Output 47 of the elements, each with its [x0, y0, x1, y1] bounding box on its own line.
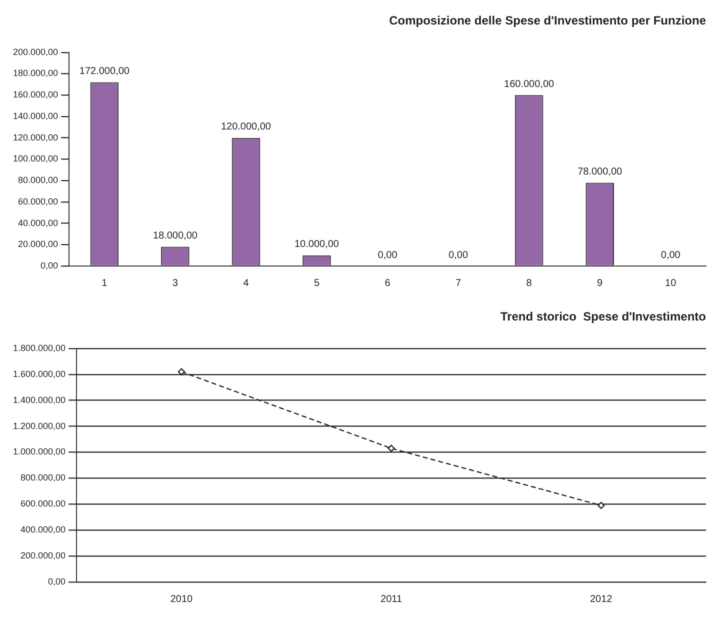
y-tick-label: 60.000,00: [18, 196, 58, 206]
y-tick-label: 400.000,00: [20, 524, 66, 535]
x-tick-label: 7: [456, 278, 462, 289]
data-label: 160.000,00: [504, 78, 555, 90]
x-tick-label: 4: [243, 278, 250, 289]
y-tick-label: 0,00: [40, 260, 58, 270]
x-tick-label: 8: [526, 278, 532, 289]
y-tick-label: 80.000,00: [18, 175, 58, 186]
y-tick-label: 160.000,00: [12, 90, 58, 100]
x-tick-label: 5: [314, 278, 320, 289]
y-tick-label: 1.400.000,00: [12, 394, 66, 405]
y-tick-label: 20.000,00: [18, 239, 58, 250]
y-tick-label: 0,00: [48, 576, 66, 586]
y-tick-label: 1.600.000,00: [12, 368, 66, 379]
y-tick-label: 600.000,00: [20, 498, 66, 509]
x-tick-label: 10: [665, 278, 677, 289]
data-label: 10.000,00: [294, 239, 340, 250]
y-tick-label: 800.000,00: [20, 472, 66, 483]
point: [597, 502, 605, 510]
x-tick-label: 2012: [590, 594, 613, 605]
data-label: 172.000,00: [79, 66, 130, 78]
y-tick-label: 100.000,00: [12, 154, 58, 164]
x-tick-label: 9: [597, 278, 604, 289]
y-tick-label: 200.000,00: [20, 550, 66, 561]
chart-title: Composizione delle Spese d'Investimento per Funzione: [389, 14, 706, 28]
point: [178, 368, 186, 376]
y-tick-label: 120.000,00: [12, 132, 58, 142]
x-tick-label: 3: [172, 278, 178, 289]
x-tick-label: 2010: [170, 594, 194, 605]
y-tick-label: 180.000,00: [12, 68, 58, 78]
y-tick-label: 1.200.000,00: [12, 420, 66, 431]
point: [388, 444, 395, 452]
y-tick-label: 140.000,00: [12, 110, 58, 121]
y-tick-label: 40.000,00: [18, 218, 58, 228]
x-tick-label: 2011: [380, 594, 402, 605]
x-tick-label: 1: [102, 278, 108, 289]
y-tick-label: 1.000.000,00: [12, 446, 66, 457]
data-label: 18.000,00: [152, 230, 198, 242]
data-label: 78.000,00: [578, 166, 623, 178]
data-label: 0,00: [660, 250, 681, 261]
chart-title: Trend storico Spese d'Investimento: [500, 310, 706, 324]
data-label: 0,00: [448, 250, 468, 261]
data-label: 120.000,00: [220, 122, 272, 133]
y-tick-label: 1.800.000,00: [12, 342, 66, 353]
y-tick-label: 200.000,00: [12, 46, 58, 57]
x-tick-label: 6: [384, 278, 391, 289]
data-label: 0,00: [378, 250, 398, 261]
